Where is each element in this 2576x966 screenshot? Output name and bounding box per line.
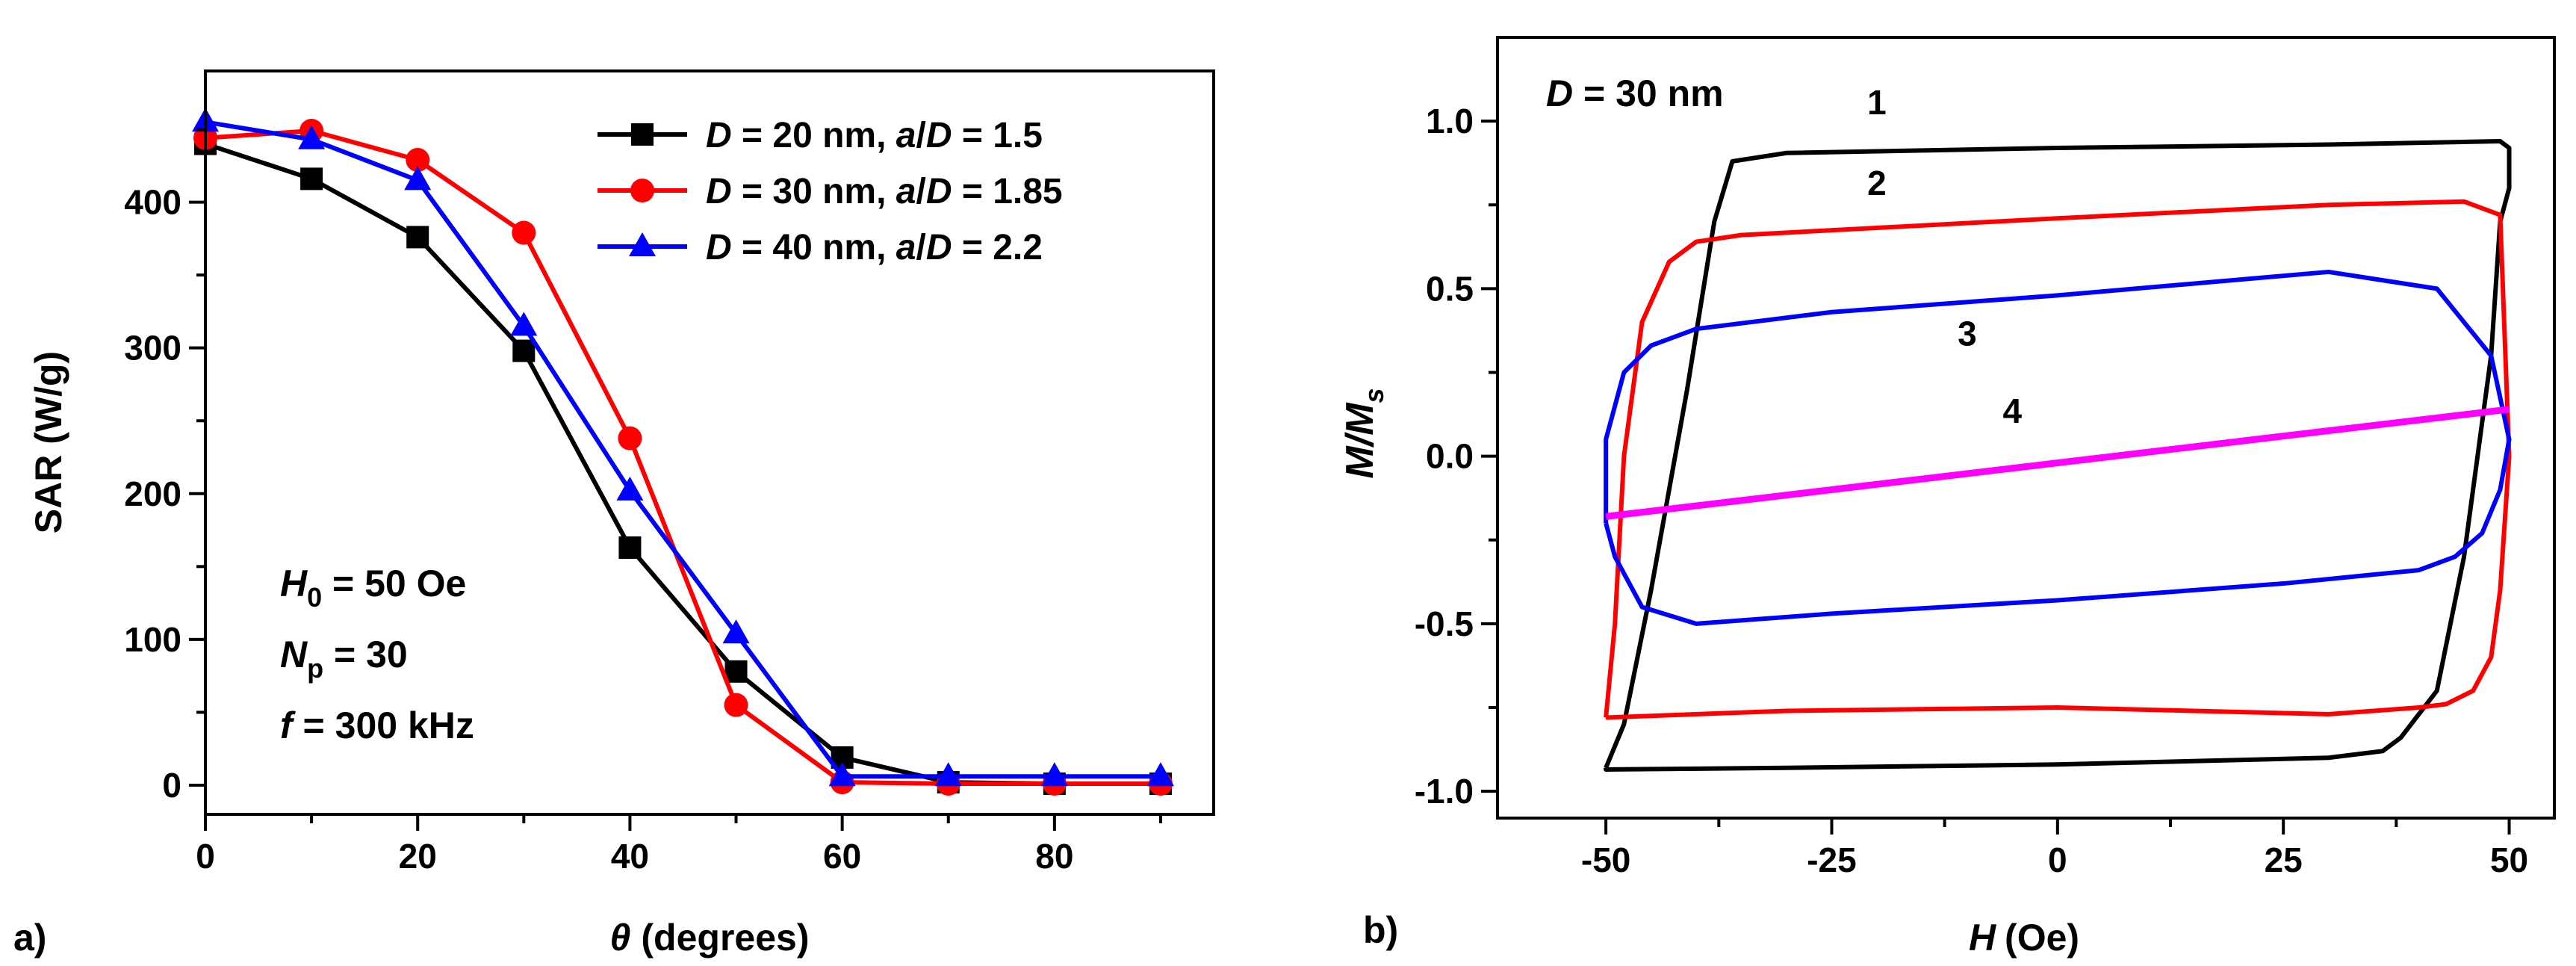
- data-point-triangle: [298, 125, 326, 149]
- panel-a-x-tick-label: 40: [611, 837, 649, 876]
- panel-a-x-tick-label: 60: [823, 837, 861, 876]
- parameter-value: = 30: [323, 634, 408, 675]
- data-point-circle: [512, 220, 536, 245]
- parameter-symbol: f: [280, 705, 296, 746]
- panel-b-y-tick-label: -1.0: [1415, 772, 1474, 811]
- legend-label-part: a: [896, 228, 916, 267]
- legend-label-part: a: [896, 172, 916, 211]
- panel-a-x-axis-label: θ (degrees): [610, 917, 810, 959]
- panel-b-x-tick-label: 50: [2490, 840, 2528, 879]
- data-point-triangle: [510, 312, 538, 336]
- parameter-annotation: Np = 30: [280, 634, 408, 684]
- legend-label-part: D: [926, 116, 952, 155]
- panel-b-chart: -50 -25 0 25 50 -1.0 -0.5 0.0 0.5 1.0 1 2 34 D = 30…: [1338, 36, 2556, 959]
- panel-b-plot-frame: [1496, 36, 2556, 820]
- data-point-triangle: [1040, 762, 1068, 787]
- data-point-triangle: [828, 762, 856, 787]
- data-point-circle: [724, 693, 748, 717]
- panel-a-x-tick-label: 0: [196, 837, 215, 876]
- legend-label-part: = 30 nm,: [732, 172, 896, 211]
- parameter-symbol: N: [280, 634, 308, 675]
- legend-label-part: /: [916, 172, 925, 211]
- parameter-subscript: 0: [307, 582, 322, 613]
- panel-a-plot-frame: [204, 69, 1215, 816]
- panel-b-y-tick-label: 0.0: [1426, 437, 1474, 476]
- panel-b-y-tick-label: 0.5: [1426, 269, 1474, 308]
- parameter-value: = 50 Oe: [322, 563, 466, 604]
- data-point-triangle: [722, 619, 750, 644]
- parameter-annotation: H0 = 50 Oe: [280, 563, 466, 613]
- legend-label-part: D: [706, 116, 732, 155]
- loop-label-2: 2: [1867, 164, 1887, 202]
- legend-label-part: D: [926, 228, 952, 267]
- panel-label-b: b): [1363, 909, 1398, 951]
- panel-b-x-tick-label: -50: [1581, 840, 1630, 879]
- loop-label-4: 4: [2003, 391, 2023, 430]
- legend-label-part: a: [896, 116, 916, 155]
- panel-b-x-tick-label: 25: [2265, 840, 2303, 879]
- legend-label-part: /: [916, 116, 925, 155]
- panel-a-y-tick-label: 0: [162, 766, 181, 805]
- data-point-square: [724, 660, 748, 683]
- legend-label-part: D: [706, 228, 732, 267]
- loop-label-3: 3: [1958, 315, 1977, 353]
- panel-b-y-axis-label: M/Ms: [1338, 388, 1389, 478]
- data-point-triangle: [616, 476, 644, 501]
- legend-label-part: = 1.85: [952, 172, 1063, 211]
- data-point-square: [512, 339, 536, 362]
- panel-a-x-tick-label: 20: [399, 837, 437, 876]
- data-point-triangle: [934, 762, 962, 787]
- data-point-triangle: [629, 232, 656, 256]
- parameter-annotation: f = 300 kHz: [280, 705, 474, 746]
- legend-label-part: D: [926, 172, 952, 211]
- hysteresis-loop-1: [1604, 139, 2512, 772]
- panel-b-x-axis-label: H (Oe): [1969, 917, 2079, 959]
- data-point-square: [300, 167, 323, 191]
- parameter-value: = 300 kHz: [293, 705, 474, 746]
- panel-a-y-axis-label: SAR (W/g): [28, 351, 69, 533]
- legend-label: D = 30 nm, a/D = 1.85: [706, 172, 1063, 211]
- legend-label: D = 40 nm, a/D = 2.2: [706, 228, 1043, 267]
- panel-b-diameter-annotation: D = 30 nm: [1546, 72, 1724, 114]
- panel-a-y-tick-label: 100: [124, 620, 181, 659]
- legend-label-part: = 2.2: [952, 228, 1043, 267]
- data-point-square: [406, 226, 429, 249]
- legend-label-part: = 40 nm,: [732, 228, 896, 267]
- panel-a-annotations: H0 = 50 Oe Np = 30 f = 300 kHz: [280, 563, 474, 746]
- data-point-triangle: [1146, 762, 1174, 787]
- series-2: [193, 118, 1173, 796]
- hysteresis-loop-2: [1604, 199, 2512, 720]
- panel-a-legend: D = 20 nm, a/D = 1.5D = 30 nm, a/D = 1.8…: [598, 116, 1063, 267]
- data-point-square: [631, 123, 654, 146]
- panel-b-x-tick-label: 0: [2048, 840, 2067, 879]
- data-point-circle: [406, 148, 430, 173]
- series-line: [205, 120, 1161, 779]
- panel-label-a: a): [13, 917, 46, 959]
- data-point-square: [618, 536, 642, 559]
- legend-label-part: = 20 nm,: [732, 116, 896, 155]
- panel-b-y-tick-label: 1.0: [1426, 102, 1474, 140]
- parameter-symbol: H: [280, 563, 308, 604]
- panel-b-x-tick-label: -25: [1807, 840, 1856, 879]
- legend-label-part: D: [706, 172, 732, 211]
- hysteresis-loop-4: [1605, 406, 2510, 520]
- panel-a-y-tick-label: 400: [124, 183, 181, 222]
- legend-label-part: /: [916, 228, 925, 267]
- legend-label: D = 20 nm, a/D = 1.5: [706, 116, 1043, 155]
- series-line: [205, 128, 1161, 787]
- panel-a-y-tick-label: 200: [124, 474, 181, 513]
- loop-label-1: 1: [1867, 83, 1887, 122]
- panel-b-y-tick-label: -0.5: [1415, 604, 1474, 643]
- data-point-circle: [630, 179, 654, 202]
- legend-label-part: = 1.5: [952, 116, 1043, 155]
- panel-a-y-tick-label: 300: [124, 329, 181, 368]
- data-point-circle: [618, 426, 642, 451]
- hysteresis-loop-3: [1604, 269, 2512, 626]
- data-point-triangle: [404, 166, 432, 191]
- panel-a-x-tick-label: 80: [1035, 837, 1073, 876]
- parameter-subscript: p: [307, 653, 323, 684]
